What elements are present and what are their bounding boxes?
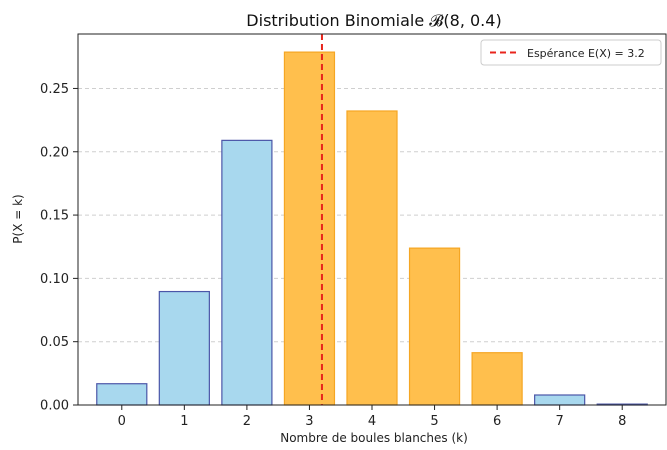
x-tick-label: 4 — [368, 414, 376, 429]
x-ticks: 0 1 2 3 4 5 6 7 8 — [118, 405, 626, 429]
x-tick-label: 0 — [118, 414, 126, 429]
x-tick-label: 8 — [618, 414, 626, 429]
y-ticks: 0.00 0.05 0.10 0.15 0.20 0.25 — [40, 82, 78, 414]
y-tick-label: 0.25 — [40, 82, 69, 97]
y-tick-label: 0.05 — [40, 335, 69, 350]
x-tick-label: 1 — [180, 414, 188, 429]
y-tick-label: 0.10 — [40, 272, 69, 287]
bar-k-7 — [534, 394, 586, 406]
bar-k-1 — [158, 290, 210, 406]
legend-box — [480, 39, 662, 66]
x-tick-label: 2 — [243, 414, 251, 429]
y-tick-label: 0.15 — [40, 209, 69, 224]
bar-k-4 — [346, 110, 398, 406]
legend: Espérance E(X) = 3.2 — [480, 39, 662, 66]
bar-k-5 — [408, 247, 461, 406]
x-tick-label: 5 — [430, 414, 438, 429]
y-tick-label: 0.00 — [40, 399, 69, 414]
bar-k-2 — [221, 139, 273, 406]
legend-label: Espérance E(X) = 3.2 — [527, 47, 645, 60]
bar-k-3 — [283, 51, 336, 406]
y-tick-label: 0.20 — [40, 145, 69, 160]
x-tick-label: 7 — [556, 414, 564, 429]
chart-title: Distribution Binomiale 𝓑(8, 0.4) — [246, 11, 501, 30]
bar-k-0 — [96, 383, 148, 406]
x-axis-label: Nombre de boules blanches (k) — [280, 431, 468, 445]
bars — [96, 51, 648, 406]
x-tick-label: 6 — [493, 414, 501, 429]
bar-k-6 — [471, 352, 523, 406]
y-axis-label: P(X = k) — [11, 194, 25, 243]
x-tick-label: 3 — [305, 414, 313, 429]
